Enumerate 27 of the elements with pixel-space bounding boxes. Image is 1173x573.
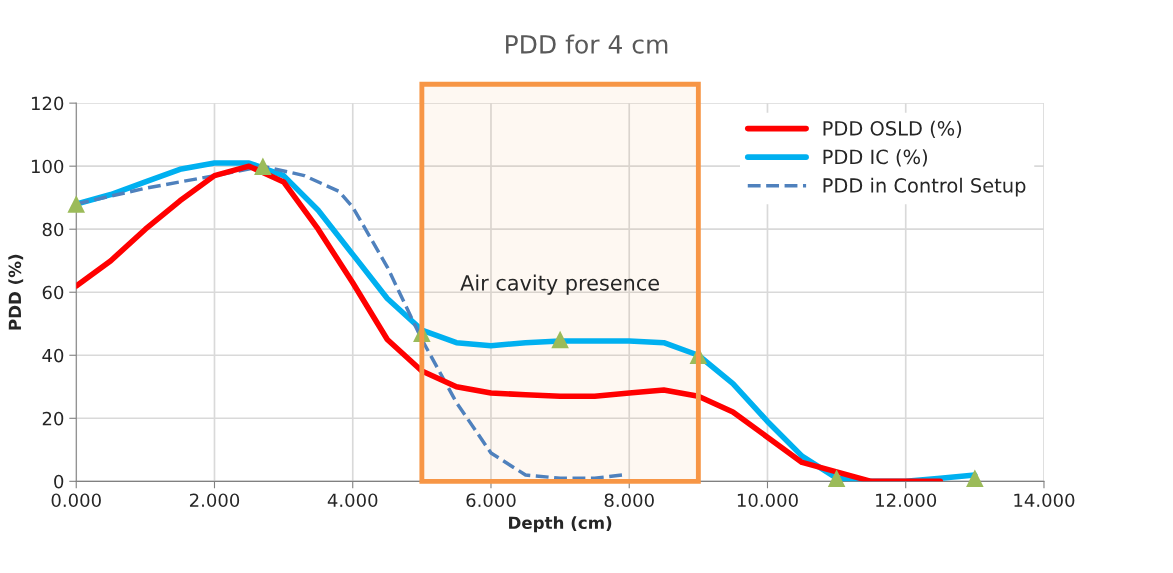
- x-axis-title: Depth (cm): [509, 516, 612, 533]
- y-tick-label: 100: [31, 159, 64, 174]
- point: [67, 195, 86, 213]
- x-tick-label: 4.000: [327, 493, 378, 508]
- x-tick-label: 14.000: [1014, 493, 1075, 508]
- legend-label: PDD OSLD (%): [823, 120, 962, 138]
- y-axis-title: PDD (%): [8, 254, 24, 330]
- point: [966, 469, 984, 487]
- x-tick-label: 2.000: [189, 493, 240, 508]
- y-tick-label: 120: [31, 96, 64, 111]
- band-label: Air cavity presence: [460, 274, 659, 295]
- x-tick-label: 0.000: [51, 493, 101, 508]
- legend-label: PDD IC (%): [823, 149, 927, 167]
- point: [551, 330, 569, 349]
- legend-label: PDD in Control Setup: [823, 177, 1026, 197]
- x-tick-label: 10.000: [737, 493, 798, 508]
- point: [827, 469, 846, 487]
- chart-title: PDD for 4 cm: [506, 34, 668, 54]
- y-tick-label: 60: [42, 285, 64, 300]
- y-tick-label: 0: [54, 474, 64, 489]
- point: [254, 157, 272, 175]
- x-tick-label: 8.000: [604, 493, 654, 508]
- y-tick-label: 20: [42, 411, 64, 426]
- x-tick-label: 12.000: [876, 493, 937, 508]
- y-tick-label: 80: [42, 222, 64, 237]
- x-tick-label: 6.000: [466, 493, 516, 508]
- y-tick-label: 40: [42, 348, 64, 363]
